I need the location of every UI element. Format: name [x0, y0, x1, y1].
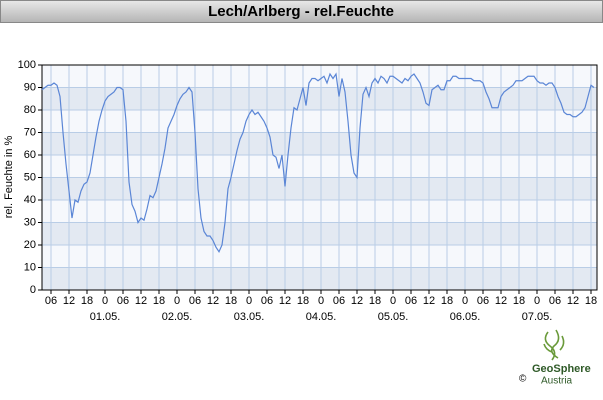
x-tick-label: 12 [207, 295, 219, 307]
x-tick-label: 0 [390, 295, 396, 307]
date-label: 05.05. [378, 311, 409, 323]
grid-band [42, 222, 597, 245]
x-tick-label: 18 [513, 295, 525, 307]
y-tick-label: 30 [24, 216, 36, 228]
x-tick-label: 0 [534, 295, 540, 307]
y-tick-label: 60 [24, 149, 36, 161]
x-tick-label: 18 [297, 295, 309, 307]
x-tick-label: 18 [225, 295, 237, 307]
date-label: 07.05. [522, 311, 553, 323]
y-tick-label: 70 [24, 126, 36, 138]
x-tick-label: 18 [81, 295, 93, 307]
y-tick-label: 80 [24, 104, 36, 116]
logo-name: GeoSphere [532, 363, 591, 375]
logo-sub: Austria [541, 376, 573, 387]
x-tick-label: 06 [261, 295, 273, 307]
y-tick-label: 40 [24, 194, 36, 206]
x-tick-label: 12 [279, 295, 291, 307]
x-tick-label: 18 [369, 295, 381, 307]
y-tick-label: 100 [18, 59, 36, 71]
x-tick-label: 0 [318, 295, 324, 307]
x-tick-label: 06 [549, 295, 561, 307]
x-tick-label: 12 [63, 295, 75, 307]
y-tick-label: 20 [24, 239, 36, 251]
x-tick-label: 06 [117, 295, 129, 307]
x-tick-label: 12 [423, 295, 435, 307]
logo-mark [543, 329, 565, 361]
y-tick-label: 10 [24, 261, 36, 273]
x-tick-label: 06 [405, 295, 417, 307]
x-tick-label: 06 [333, 295, 345, 307]
grid-band [42, 132, 597, 155]
grid-band [42, 87, 597, 110]
date-label: 01.05. [90, 311, 121, 323]
x-tick-label: 0 [246, 295, 252, 307]
x-tick-label: 18 [441, 295, 453, 307]
x-tick-label: 12 [351, 295, 363, 307]
logo: GeoSphere Austria © [519, 329, 591, 387]
x-tick-label: 0 [462, 295, 468, 307]
x-tick-label: 18 [585, 295, 597, 307]
x-tick-label: 06 [189, 295, 201, 307]
date-label: 02.05. [162, 311, 193, 323]
data-line [41, 72, 595, 253]
date-label: 06.05. [450, 311, 481, 323]
grid-band [42, 177, 597, 200]
x-tick-label: 0 [174, 295, 180, 307]
date-label: 03.05. [234, 311, 265, 323]
y-axis-label: rel. Feuchte in % [3, 136, 15, 219]
x-tick-label: 06 [477, 295, 489, 307]
y-tick-label: 0 [30, 284, 36, 296]
x-tick-label: 12 [567, 295, 579, 307]
plot-area: 0 10 20 30 40 50 60 70 80 90 100 06 12 18 0 06 12 18 0 06 12… [18, 59, 598, 323]
y-tick-label: 50 [24, 171, 36, 183]
copyright: © [519, 374, 527, 385]
chart-title: Lech/Arlberg - rel.Feuchte [208, 3, 394, 20]
date-label: 04.05. [306, 311, 337, 323]
x-tick-label: 06 [45, 295, 57, 307]
x-tick-label: 12 [135, 295, 147, 307]
x-tick-label: 12 [495, 295, 507, 307]
x-tick-label: 0 [102, 295, 108, 307]
x-tick-label: 18 [153, 295, 165, 307]
y-tick-label: 90 [24, 81, 36, 93]
grid-band [42, 267, 597, 290]
plot-frame [41, 64, 598, 291]
